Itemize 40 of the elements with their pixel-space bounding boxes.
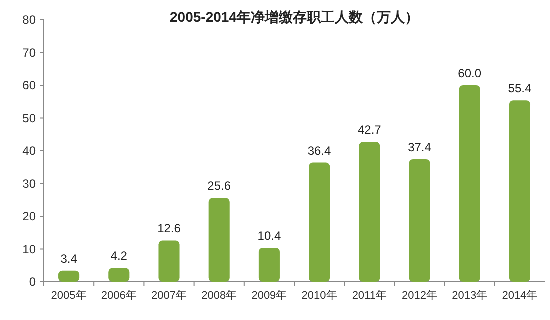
- bar: [459, 86, 480, 282]
- bar: [58, 270, 80, 282]
- bar: [359, 142, 380, 282]
- x-tick-label: 2005年: [51, 290, 87, 302]
- data-label: 25.6: [208, 179, 232, 194]
- data-label: 36.4: [308, 144, 332, 158]
- data-label: 55.4: [508, 82, 532, 96]
- y-tick-label: 30: [22, 176, 36, 191]
- data-label: 37.4: [408, 140, 432, 155]
- x-tick-label: 2007年: [152, 290, 187, 302]
- data-label: 12.6: [158, 222, 182, 236]
- bar: [258, 248, 280, 282]
- bar: [309, 162, 330, 282]
- chart-title: 2005-2014年净增缴存职工人数（万人）: [170, 9, 419, 25]
- bar: [509, 100, 530, 282]
- bar: [108, 268, 130, 282]
- x-tick-label: 2009年: [252, 290, 288, 302]
- x-tick-label: 2012年: [402, 290, 438, 302]
- bar: [208, 198, 230, 282]
- data-label: 60.0: [458, 66, 482, 80]
- y-tick-label: 50: [22, 111, 36, 126]
- y-tick-label: 60: [22, 78, 36, 92]
- y-tick-label: 70: [22, 46, 36, 60]
- bar: [158, 240, 180, 282]
- y-tick-label: 80: [22, 13, 36, 27]
- y-tick-label: 20: [22, 210, 36, 224]
- data-label: 10.4: [258, 228, 282, 243]
- y-tick-label: 0: [29, 275, 36, 289]
- data-label: 42.7: [358, 123, 382, 138]
- x-tick-label: 2014年: [502, 290, 538, 302]
- x-tick-label: 2010年: [302, 290, 338, 302]
- x-tick-label: 2006年: [101, 290, 137, 302]
- bar: [409, 160, 430, 282]
- y-tick-label: 10: [22, 242, 36, 256]
- x-tick-label: 2013年: [452, 290, 488, 302]
- y-tick-label: 40: [22, 144, 36, 158]
- x-tick-label: 2011年: [352, 290, 387, 302]
- data-label: 4.2: [110, 249, 128, 264]
- data-label: 3.4: [60, 252, 78, 266]
- x-tick-label: 2008年: [202, 290, 238, 302]
